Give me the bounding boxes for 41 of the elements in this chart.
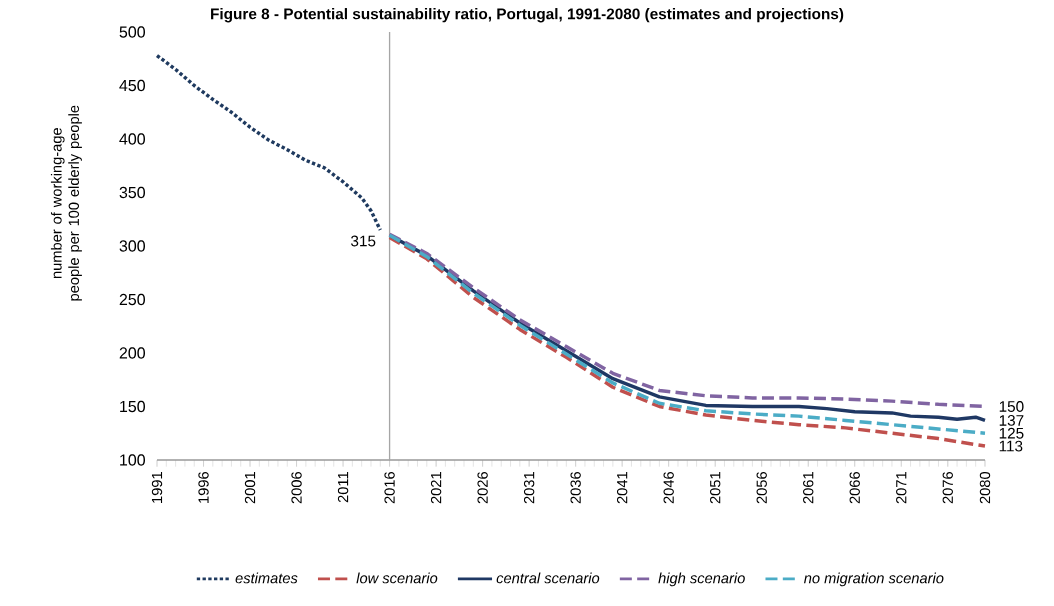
y-tick-label: 150 [120, 400, 146, 413]
x-tick-label: 2036 [570, 472, 581, 504]
x-tick-label: 2061 [803, 472, 814, 504]
line-series [155, 53, 383, 232]
y-tick-label: 250 [119, 293, 146, 306]
y-tick-label: 450 [119, 79, 146, 92]
y-tick-label: 300 [119, 240, 146, 252]
legend-label: low scenario [356, 572, 438, 584]
x-tick-label: 2026 [477, 472, 488, 504]
y-tick-label: 400 [119, 133, 146, 145]
x-tick-label: 2006 [291, 472, 302, 504]
x-tick-label: 2031 [523, 472, 535, 504]
data-label: 137 [999, 414, 1024, 426]
legend-label: high scenario [658, 572, 745, 587]
legend-label: no migration scenario [804, 572, 944, 587]
y-tick-label: 500 [119, 26, 146, 38]
x-tick-label: 1991 [151, 472, 163, 503]
x-tick-label: 2046 [663, 472, 674, 504]
y-tick-label: 100 [120, 454, 146, 466]
x-tick-label: 2041 [616, 472, 628, 504]
data-label: 125 [999, 427, 1024, 439]
data-label: 150 [999, 401, 1024, 412]
y-tick-label: 200 [119, 347, 146, 359]
x-tick-label: 2011 [337, 472, 349, 503]
y-tick-label: 350 [119, 186, 146, 199]
x-tick-label: 2076 [942, 472, 953, 504]
x-tick-label: 2016 [384, 472, 395, 504]
legend-label: central scenario [496, 572, 600, 584]
x-tick-label: 2056 [756, 472, 767, 504]
x-tick-label: 2066 [849, 472, 860, 504]
x-tick-label: 2001 [244, 472, 256, 504]
data-label: 315 [351, 235, 376, 247]
data-label: 113 [999, 440, 1023, 452]
y-axis-title: number of working-age people per 100 elderly people [50, 105, 82, 301]
legend-label: estimates [235, 572, 298, 584]
x-tick-label: 2021 [430, 472, 442, 504]
chart-title: Figure 8 - Potential sustainability ratio, Portugal, 1991-2080 (estimates and projections) [211, 8, 844, 23]
x-tick-label: 2051 [710, 472, 721, 504]
x-tick-label: 2080 [979, 471, 991, 504]
x-tick-label: 1996 [198, 472, 209, 503]
x-tick-label: 2071 [896, 472, 907, 504]
